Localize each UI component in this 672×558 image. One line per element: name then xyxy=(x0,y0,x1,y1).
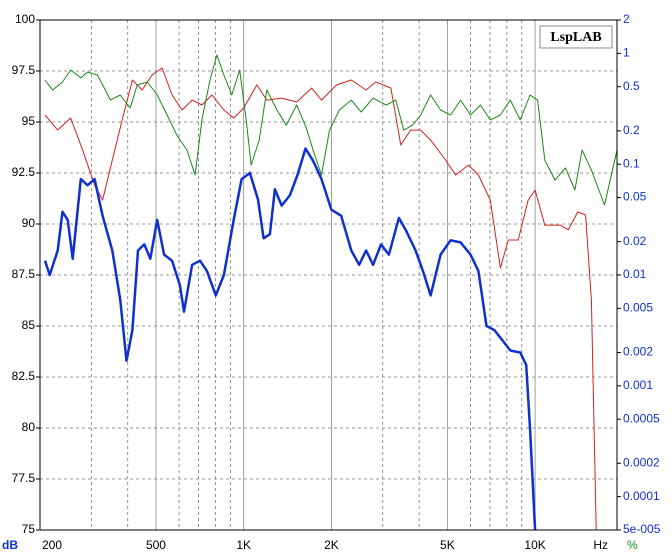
y-tick-label: 82.5 xyxy=(12,369,36,383)
y-tick-label: 90 xyxy=(22,216,36,230)
x-tick-label: 1K xyxy=(236,538,251,552)
series-line xyxy=(44,54,618,206)
lines xyxy=(43,54,618,531)
x-tick-label: 10K xyxy=(524,538,545,552)
y2-tick-label: 0.5 xyxy=(623,79,640,93)
ticks: 200 500 1K 2K 5K 10K 75 77.5 80 82.5 85 87.5 90 92.5 9… xyxy=(12,12,661,552)
y-tick-label: 95 xyxy=(22,114,36,128)
y-tick-label: 85 xyxy=(22,318,36,332)
y2-tick-label: 0.2 xyxy=(623,123,640,137)
y2-tick-label: 1 xyxy=(623,46,630,60)
x-unit: Hz xyxy=(593,538,608,552)
y-tick-label: 75 xyxy=(22,522,36,536)
y2-tick-label: 0.001 xyxy=(623,378,653,392)
y2-tick-label: 0.0001 xyxy=(623,489,660,503)
series-line xyxy=(43,147,537,531)
y2-tick-label: 0.01 xyxy=(623,267,647,281)
x-tick-label: 2K xyxy=(324,538,339,552)
brand-box xyxy=(539,25,613,49)
y2-tick-label: 0.05 xyxy=(623,190,647,204)
y2-tick-label: 5e-005 xyxy=(623,522,661,536)
y-tick-label: 97.5 xyxy=(12,63,36,77)
y2-unit: % xyxy=(627,538,638,552)
y2-tick-label: 0.1 xyxy=(623,156,640,170)
y2-tick-label: 0.005 xyxy=(623,301,653,315)
x-tick-label: 200 xyxy=(42,538,62,552)
y2-tick-label: 2 xyxy=(623,12,630,26)
brand: LspLAB xyxy=(550,30,601,45)
y-tick-label: 87.5 xyxy=(12,267,36,281)
y2-tick-label: 0.02 xyxy=(623,234,647,248)
y-tick-label: 77.5 xyxy=(12,471,36,485)
y-tick-label: 100 xyxy=(15,12,35,26)
y-tick-label: 80 xyxy=(22,420,36,434)
x-tick-label: 5K xyxy=(440,538,455,552)
y2-tick-label: 0.0002 xyxy=(623,455,660,469)
x-tick-label: 500 xyxy=(146,538,166,552)
y2-tick-label: 0.002 xyxy=(623,345,653,359)
y-tick-label: 92.5 xyxy=(12,165,36,179)
y-unit: dB xyxy=(2,538,18,552)
y2-tick-label: 0.0005 xyxy=(623,411,660,425)
